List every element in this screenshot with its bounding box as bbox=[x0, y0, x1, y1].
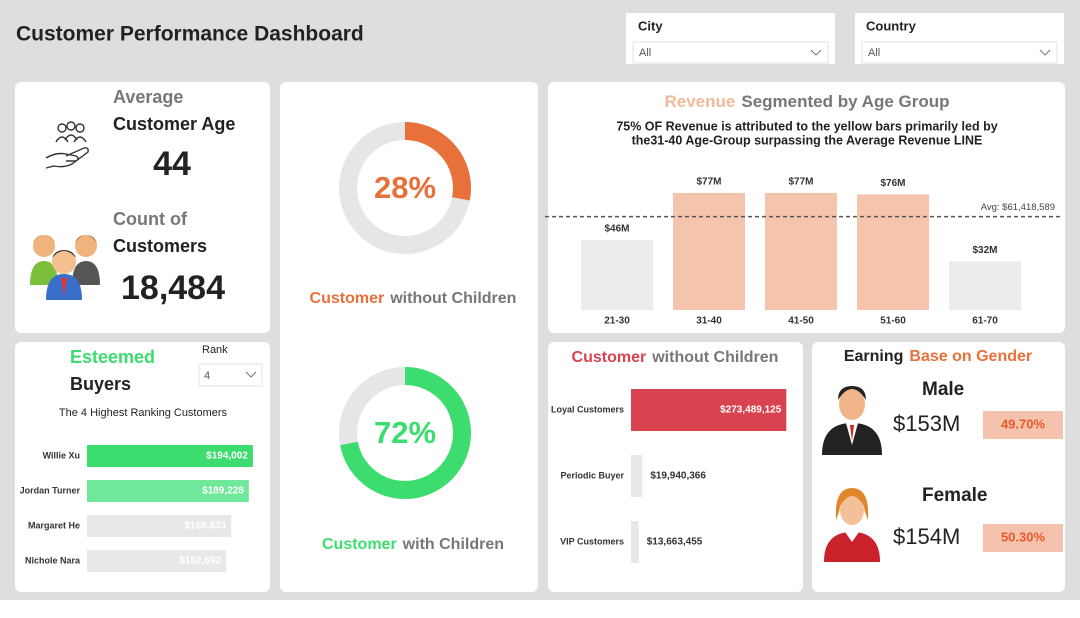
city-filter[interactable]: City All bbox=[626, 13, 835, 64]
value-label: $46M bbox=[604, 224, 629, 235]
gender-amount: $154M bbox=[893, 524, 960, 549]
gender-amount: $153M bbox=[893, 411, 960, 436]
value-label: $189,228 bbox=[202, 486, 244, 497]
chart-title: Customer without Children bbox=[572, 349, 779, 366]
value-label: $194,002 bbox=[206, 451, 248, 462]
female-icon bbox=[824, 488, 880, 562]
slicer-dropdown[interactable] bbox=[198, 363, 263, 387]
x-tick-label: 51-60 bbox=[880, 316, 906, 327]
country-filter[interactable]: Country All bbox=[855, 13, 1064, 64]
age-icon bbox=[45, 121, 89, 169]
donut-arc bbox=[339, 122, 471, 254]
segment-card bbox=[548, 342, 803, 592]
chart-title: Buyers bbox=[70, 374, 131, 394]
kpi-label: Customer Age bbox=[113, 114, 235, 134]
share-box bbox=[983, 411, 1063, 439]
bar bbox=[87, 550, 227, 572]
value-label: $77M bbox=[696, 177, 721, 188]
kpi-value: 18,484 bbox=[121, 269, 225, 307]
y-tick-label: VIP Customers bbox=[560, 536, 624, 546]
y-tick-label: Nichole Nara bbox=[25, 555, 81, 565]
chart-subtitle: 75% OF Revenue is attributed to the yell… bbox=[616, 119, 997, 133]
bar bbox=[87, 480, 249, 502]
x-tick-label: 61-70 bbox=[972, 316, 998, 327]
value-label: $273,489,125 bbox=[720, 405, 782, 416]
title-part: without Children bbox=[651, 349, 778, 366]
chevron bbox=[1039, 49, 1051, 56]
chart-title: Revenue Segmented by Age Group bbox=[665, 92, 950, 111]
donut-label: 28% bbox=[374, 170, 436, 205]
filter-label: Country bbox=[866, 18, 917, 33]
value-label: $76M bbox=[880, 178, 905, 189]
title-part: Customer bbox=[572, 349, 647, 366]
title-part: Segmented by Age Group bbox=[741, 92, 949, 111]
value-label: $32M bbox=[972, 245, 997, 256]
title-part: Revenue bbox=[665, 92, 736, 111]
bar bbox=[949, 261, 1021, 310]
y-tick-label: Loyal Customers bbox=[551, 404, 624, 414]
y-tick-label: Margaret He bbox=[28, 520, 80, 530]
y-tick-label: Periodic Buyer bbox=[560, 470, 624, 480]
bottom-strip bbox=[0, 600, 1080, 618]
value-label: $77M bbox=[788, 177, 813, 188]
customers-icon bbox=[30, 235, 100, 300]
filter-label: City bbox=[638, 18, 663, 33]
value-label: $162,692 bbox=[179, 556, 221, 567]
chart-title: Customer with Children bbox=[322, 536, 504, 553]
title-part: Earning bbox=[844, 348, 904, 365]
kpi-label: Average bbox=[113, 87, 183, 107]
slicer-value: 4 bbox=[204, 370, 210, 382]
share-box bbox=[983, 524, 1063, 552]
chevron bbox=[245, 371, 257, 378]
filter-value: All bbox=[868, 47, 880, 59]
title-part: without Children bbox=[389, 290, 516, 307]
donut-arc bbox=[339, 367, 471, 499]
bar bbox=[581, 240, 653, 310]
title-part: with Children bbox=[402, 536, 504, 553]
average-label: Avg: $61,418,589 bbox=[981, 202, 1055, 213]
gender-label: Male bbox=[922, 379, 964, 400]
x-tick-label: 31-40 bbox=[696, 316, 722, 327]
male-icon bbox=[822, 386, 882, 455]
kpi-value: 44 bbox=[153, 145, 191, 183]
gender-share: 50.30% bbox=[1001, 529, 1046, 544]
kpi-label: Customers bbox=[113, 236, 207, 256]
donut-card bbox=[280, 82, 538, 592]
y-tick-label: Jordan Turner bbox=[20, 485, 81, 495]
chart-subtitle: The 4 Highest Ranking Customers bbox=[59, 407, 228, 419]
chart-subtitle: the31-40 Age-Group surpassing the Averag… bbox=[632, 133, 983, 147]
dashboard-title: Customer Performance Dashboard bbox=[16, 23, 364, 46]
title-part: Customer bbox=[310, 290, 385, 307]
bar bbox=[631, 521, 639, 563]
chevron bbox=[810, 49, 822, 56]
bar bbox=[631, 389, 787, 431]
dropdown[interactable] bbox=[861, 41, 1058, 64]
bar bbox=[765, 192, 837, 310]
title-part: Base on Gender bbox=[909, 348, 1032, 365]
value-label: $13,663,455 bbox=[647, 537, 703, 548]
gender-label: Female bbox=[922, 485, 987, 506]
kpi-label: Count of bbox=[113, 209, 188, 229]
chart-title: Customer without Children bbox=[310, 290, 517, 307]
bar bbox=[631, 455, 643, 497]
chart-title: Esteemed bbox=[70, 347, 155, 367]
bar bbox=[87, 515, 232, 537]
chart-title: Earning Base on Gender bbox=[844, 348, 1032, 365]
y-tick-label: Willie Xu bbox=[43, 450, 80, 460]
dropdown[interactable] bbox=[632, 41, 829, 64]
value-label: $168,633 bbox=[184, 521, 226, 532]
x-tick-label: 21-30 bbox=[604, 316, 630, 327]
x-tick-label: 41-50 bbox=[788, 316, 814, 327]
bar bbox=[673, 192, 745, 310]
donut-label: 72% bbox=[374, 415, 436, 450]
bar bbox=[87, 445, 253, 467]
slicer-label: Rank bbox=[202, 344, 228, 356]
value-label: $19,940,366 bbox=[650, 471, 706, 482]
gender-share: 49.70% bbox=[1001, 416, 1046, 431]
title-part: Customer bbox=[322, 536, 397, 553]
bar bbox=[857, 194, 929, 310]
filter-value: All bbox=[639, 47, 651, 59]
